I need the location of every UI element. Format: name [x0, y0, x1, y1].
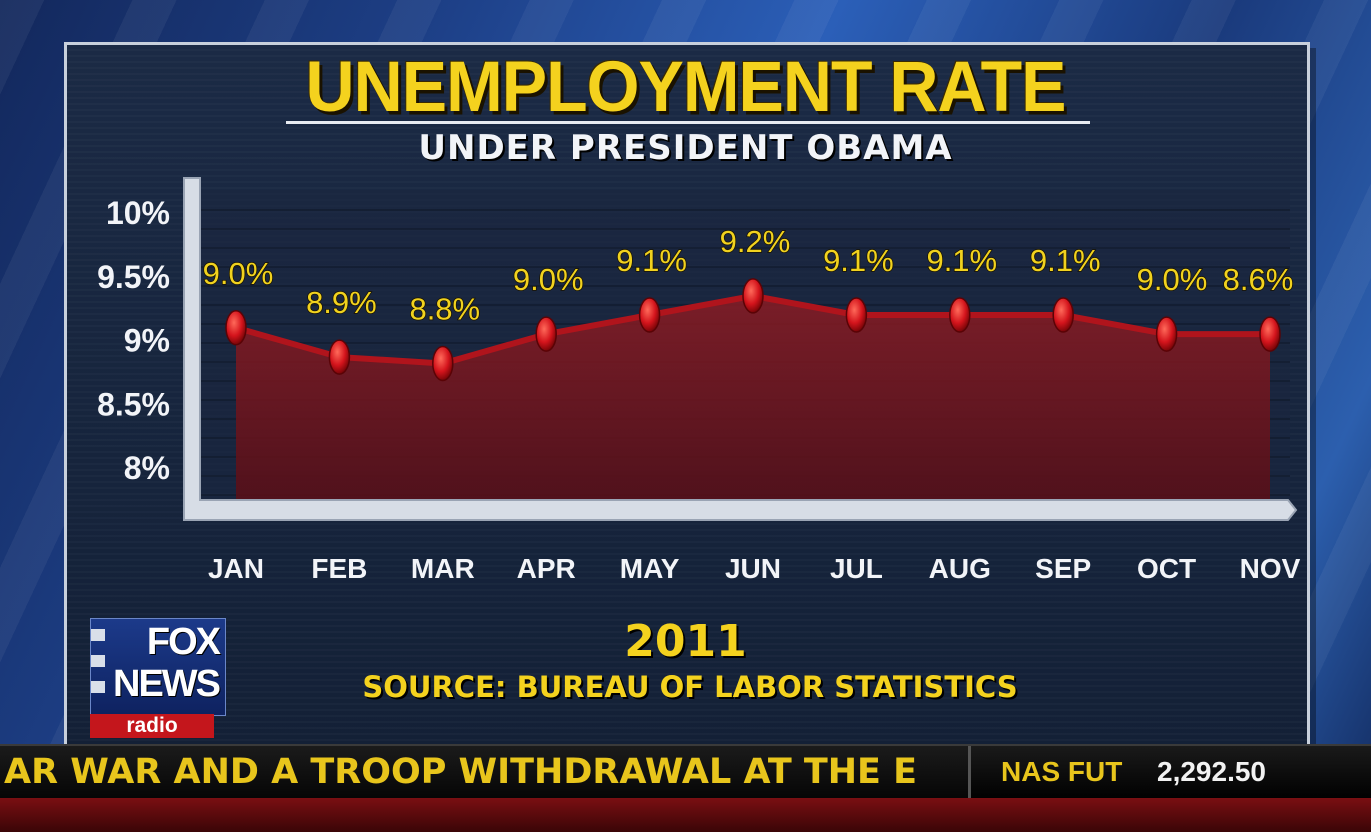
data-point-marker: [1053, 298, 1073, 332]
data-label: 9.0%: [1137, 262, 1208, 297]
data-point-marker: [226, 311, 246, 345]
x-tick-label: FEB: [311, 553, 367, 584]
logo-radio-text: radio: [90, 714, 214, 738]
x-tick-label: AUG: [929, 553, 991, 584]
y-tick-label: 9%: [124, 323, 170, 359]
y-tick-label: 9.5%: [97, 259, 170, 295]
logo-box: FOX NEWS: [90, 618, 226, 716]
data-label: 9.0%: [513, 262, 584, 297]
x-tick-label: JAN: [208, 553, 264, 584]
data-point-marker: [950, 298, 970, 332]
x-tick-label: JUL: [830, 553, 883, 584]
data-label: 8.9%: [306, 285, 377, 320]
x-tick-label: NOV: [1240, 553, 1301, 584]
stock-name: NAS FUT: [1001, 756, 1122, 788]
x-tick-label: MAY: [620, 553, 680, 584]
y-tick-label: 8.5%: [97, 386, 170, 422]
data-label: 9.1%: [616, 243, 687, 278]
data-label: 9.1%: [823, 243, 894, 278]
x-tick-label: OCT: [1137, 553, 1196, 584]
x-tick-label: MAR: [411, 553, 475, 584]
data-point-marker: [536, 317, 556, 351]
data-point-marker: [640, 298, 660, 332]
ticker-headline: AR WAR AND A TROOP WITHDRAWAL AT THE E: [4, 752, 917, 792]
x-tick-label: SEP: [1035, 553, 1091, 584]
ticker-stock-box: NAS FUT 2,292.50: [968, 746, 1371, 800]
fox-news-radio-logo: FOX NEWS radio: [90, 618, 226, 738]
logo-fox-text: FOX: [147, 621, 219, 664]
data-label: 8.8%: [409, 291, 480, 326]
data-label: 9.1%: [926, 243, 997, 278]
bottom-bar: [0, 798, 1371, 832]
data-point-marker: [846, 298, 866, 332]
data-label: 8.6%: [1223, 262, 1294, 297]
logo-stripe: [91, 629, 105, 641]
data-point-marker: [329, 340, 349, 374]
logo-stripe: [91, 655, 105, 667]
logo-news-text: NEWS: [113, 663, 219, 706]
data-point-marker: [433, 346, 453, 380]
x-tick-label: APR: [517, 553, 576, 584]
logo-stripe: [91, 681, 105, 693]
data-label: 9.1%: [1030, 243, 1101, 278]
data-point-marker: [1157, 317, 1177, 351]
data-point-marker: [1260, 317, 1280, 351]
data-point-marker: [743, 279, 763, 313]
data-label: 9.2%: [720, 224, 791, 259]
stock-value: 2,292.50: [1157, 756, 1266, 788]
y-tick-label: 10%: [106, 195, 170, 231]
y-tick-label: 8%: [124, 450, 170, 486]
x-tick-label: JUN: [725, 553, 781, 584]
source-note: SOURCE: BUREAU OF LABOR STATISTICS: [290, 670, 1090, 704]
news-ticker: AR WAR AND A TROOP WITHDRAWAL AT THE E N…: [0, 744, 1371, 800]
data-label: 9.0%: [203, 256, 274, 291]
